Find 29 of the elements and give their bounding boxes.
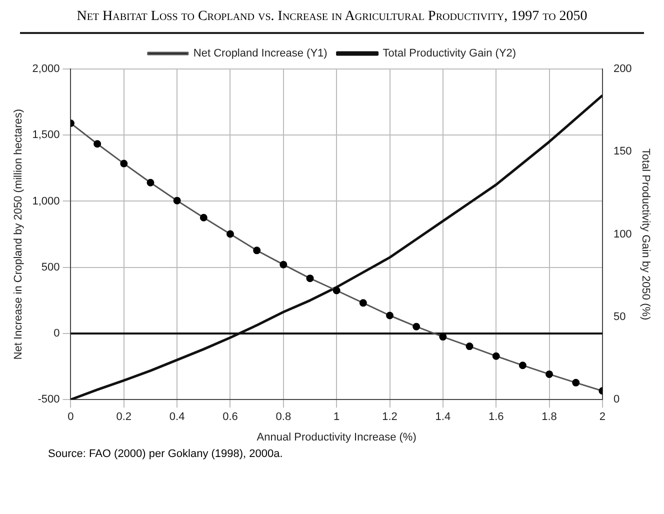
x-tick-label: 0.8 [276, 411, 292, 424]
x-tick-label: 1 [334, 411, 340, 424]
x-tick-label: 0.4 [169, 411, 185, 424]
x-tick-label: 1.8 [542, 411, 557, 424]
x-axis-title: Annual Productivity Increase (%) [256, 431, 416, 444]
x-tick-label: 0.2 [116, 411, 132, 424]
y2-tick-label: 150 [613, 146, 632, 158]
y2-tick-label: 0 [613, 394, 620, 406]
y-tick-label: -500 [38, 394, 60, 406]
x-tick-label: 0.6 [222, 411, 238, 424]
source-note: Source: FAO (2000) per Goklany (1998), 2000a. [48, 448, 284, 460]
y2-tick-label: 200 [613, 63, 632, 76]
legend-label: Total Productivity Gain (Y2) [382, 48, 516, 60]
y-tick-label: 1,500 [32, 129, 60, 142]
y-tick-label: 500 [41, 261, 60, 274]
y-tick-label: 1,000 [32, 195, 60, 208]
y2-axis-title: Total Productivity Gain by 2050 (%) [639, 148, 652, 320]
y-tick-label: 2,000 [32, 63, 60, 76]
y2-tick-label: 50 [613, 310, 626, 323]
legend-label: Net Cropland Increase (Y1) [193, 48, 328, 60]
y2-tick-label: 100 [613, 228, 632, 240]
x-tick-label: 1.6 [488, 411, 504, 424]
x-tick-label: 2 [599, 411, 606, 424]
x-tick-label: 0 [68, 411, 74, 424]
y-axis-title: Net Increase in Cropland by 2050 (million hectares) [12, 108, 25, 360]
x-tick-label: 1.2 [382, 411, 398, 424]
x-tick-label: 1.4 [435, 411, 451, 424]
chart-title: Net Habitat Loss to Cropland vs. Increase in Agricultural Productivity, 1997 to 2050 [76, 8, 588, 26]
y-tick-label: 0 [54, 328, 60, 340]
